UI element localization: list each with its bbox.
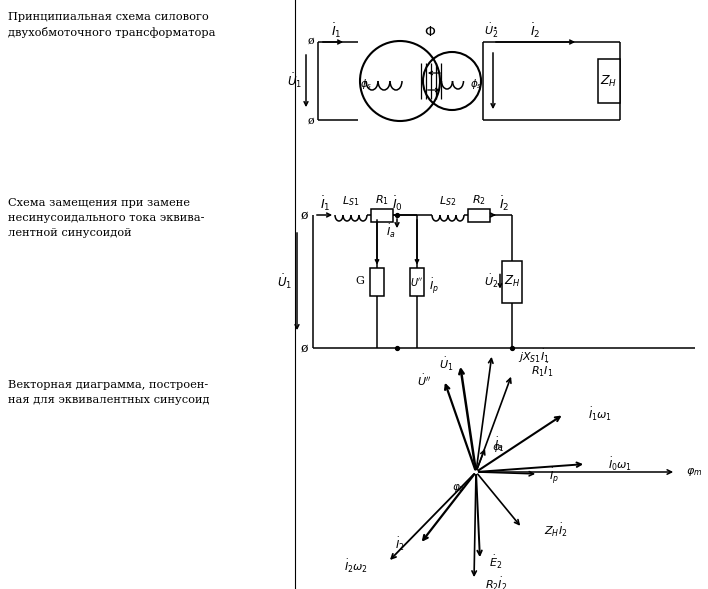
Bar bbox=[370, 267, 384, 296]
Text: $\dot{U}_2$: $\dot{U}_2$ bbox=[484, 273, 498, 290]
Text: $\phi_s$: $\phi_s$ bbox=[360, 77, 372, 91]
Bar bbox=[371, 209, 393, 221]
Text: ø: ø bbox=[300, 342, 308, 355]
Text: $\varphi_m$: $\varphi_m$ bbox=[686, 466, 702, 478]
Text: $R_1\dot{I}_1$: $R_1\dot{I}_1$ bbox=[531, 362, 554, 379]
Text: $\dot{E}_2$: $\dot{E}_2$ bbox=[489, 554, 503, 571]
Text: $jX_{S1}\dot{I}_1$: $jX_{S1}\dot{I}_1$ bbox=[518, 348, 550, 365]
Text: $U''$: $U''$ bbox=[410, 276, 424, 287]
Text: $\dot{U}''$: $\dot{U}''$ bbox=[417, 372, 431, 388]
Text: $\dot{I}_a$: $\dot{I}_a$ bbox=[494, 435, 504, 452]
Text: $\dot{I}_1$: $\dot{I}_1$ bbox=[320, 195, 330, 213]
Text: $\dot{I}_p$: $\dot{I}_p$ bbox=[549, 466, 559, 486]
Text: $Z_H\dot{I}_2$: $Z_H\dot{I}_2$ bbox=[544, 521, 568, 538]
Text: Принципиальная схема силового
двухобмоточного трансформатора: Принципиальная схема силового двухобмото… bbox=[8, 12, 215, 38]
Text: $\dot{I}_0$: $\dot{I}_0$ bbox=[392, 195, 402, 213]
Text: Векторная диаграмма, построен-
ная для эквивалентных синусоид: Векторная диаграмма, построен- ная для э… bbox=[8, 380, 210, 405]
Text: $R_1$: $R_1$ bbox=[375, 193, 389, 207]
Text: $\dot{I}_1\omega_1$: $\dot{I}_1\omega_1$ bbox=[588, 405, 612, 422]
Text: $\dot{I}_p$: $\dot{I}_p$ bbox=[429, 277, 439, 296]
Text: $L_{S1}$: $L_{S1}$ bbox=[342, 194, 360, 208]
Text: $\dot{U}_1$: $\dot{U}_1$ bbox=[287, 72, 302, 90]
Text: $\dot{I}_2$: $\dot{I}_2$ bbox=[395, 535, 405, 552]
Text: $\dot{I}_1$: $\dot{I}_1$ bbox=[331, 22, 341, 40]
Text: ø: ø bbox=[307, 36, 314, 46]
Text: ø: ø bbox=[307, 116, 314, 126]
Text: $\dot{I}_2$: $\dot{I}_2$ bbox=[499, 195, 509, 213]
Bar bbox=[410, 267, 424, 296]
Text: $\varphi_1$: $\varphi_1$ bbox=[491, 442, 504, 454]
Text: Схема замещения при замене
несинусоидального тока эквива-
лентной синусоидой: Схема замещения при замене несинусоидаль… bbox=[8, 198, 205, 237]
Text: $\varphi_2$: $\varphi_2$ bbox=[452, 482, 464, 494]
Text: $\phi_s$: $\phi_s$ bbox=[470, 77, 482, 91]
Text: $\dot{I}_0\omega_1$: $\dot{I}_0\omega_1$ bbox=[608, 455, 632, 472]
Text: ø: ø bbox=[300, 209, 308, 221]
Text: $R_2\dot{I}_2$: $R_2\dot{I}_2$ bbox=[485, 575, 507, 589]
Text: G: G bbox=[355, 276, 364, 286]
Text: $Z_H$: $Z_H$ bbox=[600, 74, 617, 88]
Text: $\Phi$: $\Phi$ bbox=[424, 25, 436, 39]
Bar bbox=[468, 209, 490, 221]
Text: $R_2$: $R_2$ bbox=[472, 193, 486, 207]
Text: $\dot{U}^{\bullet}_2$: $\dot{U}^{\bullet}_2$ bbox=[484, 22, 498, 40]
Bar bbox=[502, 260, 522, 303]
Text: $L_{S2}$: $L_{S2}$ bbox=[440, 194, 457, 208]
Text: $Z_H$: $Z_H$ bbox=[504, 274, 520, 289]
Text: $\dot{I}_a$: $\dot{I}_a$ bbox=[386, 223, 396, 240]
Text: $\dot{U}_1$: $\dot{U}_1$ bbox=[439, 355, 453, 373]
Text: $\dot{I}_2\omega_2$: $\dot{I}_2\omega_2$ bbox=[344, 557, 368, 574]
Text: $\dot{I}_2$: $\dot{I}_2$ bbox=[530, 22, 541, 40]
Bar bbox=[598, 59, 620, 103]
Text: $\dot{U}_1$: $\dot{U}_1$ bbox=[278, 272, 292, 291]
